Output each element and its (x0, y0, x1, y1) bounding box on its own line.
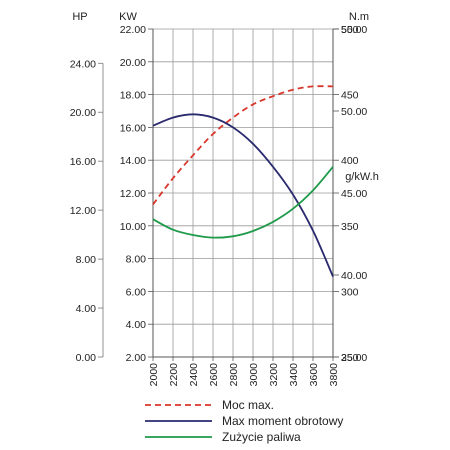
kw-tick-label: 8.00 (126, 254, 147, 266)
torque-tick-label: 40.00 (341, 270, 367, 282)
kw-tick-label: 22.00 (120, 24, 146, 36)
kw-tick-label: 2.00 (126, 352, 147, 364)
legend-item-torque: Max moment obrotowy (145, 414, 343, 428)
kw-tick-label: 12.00 (120, 188, 146, 200)
grid (152, 28, 334, 358)
fuel-tick-label: 350 (341, 221, 359, 233)
hp-tick-label: 0.00 (76, 352, 97, 364)
kw-tick-label: 10.00 (120, 221, 146, 233)
x-tick-label: 3600 (308, 363, 320, 387)
legend-torque-label: Max moment obrotowy (222, 414, 343, 428)
series-line-power (152, 85, 334, 206)
fuel-tick-label: 500 (341, 24, 359, 36)
axes: 24.00 20.00 16.00 12.00 8.00 4.00 0.00 22.00 20.… (70, 24, 368, 386)
torque-tick-label: 50.00 (341, 106, 367, 118)
x-tick-label: 2400 (188, 363, 200, 387)
x-tick-label: 3000 (248, 363, 260, 387)
fuel-tick-label: 400 (341, 155, 359, 167)
torque-tick-label: 45.00 (341, 188, 367, 200)
kw-tick-label: 6.00 (126, 286, 147, 298)
kw-tick-label: 18.00 (120, 90, 146, 102)
legend-item-power: Moc max. (145, 398, 274, 412)
series-line-torque (152, 113, 334, 277)
hp-tick-label: 24.00 (70, 58, 96, 70)
x-tick-label: 3800 (328, 363, 340, 387)
fuel-tick-label: 300 (341, 286, 359, 298)
hp-tick-label: 16.00 (70, 156, 96, 168)
fuel-axis-label: g/kW.h (345, 171, 379, 183)
hp-tick-label: 8.00 (76, 254, 97, 266)
legend-power-label: Moc max. (222, 398, 274, 412)
hp-tick-label: 20.00 (70, 107, 96, 119)
series-line-fuel (152, 166, 334, 239)
kw-axis-label: KW (119, 11, 137, 23)
x-tick-label: 2200 (168, 363, 180, 387)
legend-item-fuel: Zużycie paliwa (145, 430, 301, 444)
torque-tick-label: 35.00 (341, 352, 367, 364)
kw-tick-label: 14.00 (120, 155, 146, 167)
torque-tick-label: 55.00 (341, 24, 367, 36)
x-tick-label: 2000 (148, 363, 160, 387)
fuel-tick-label: 450 (341, 90, 359, 102)
x-tick-label: 2600 (208, 363, 220, 387)
x-tick-label: 3200 (268, 363, 280, 387)
legend: Moc max. Max moment obrotowy Zużycie pal… (145, 398, 343, 444)
torque-axis-label: N.m (349, 11, 369, 23)
kw-tick-label: 20.00 (120, 57, 146, 69)
kw-tick-label: 16.00 (120, 122, 146, 134)
series (152, 85, 334, 277)
hp-tick-label: 4.00 (76, 303, 97, 315)
fuel-tick-label: 250 (341, 352, 359, 364)
hp-tick-label: 12.00 (70, 205, 96, 217)
x-tick-label: 3400 (288, 363, 300, 387)
hp-axis-label: HP (72, 11, 87, 23)
x-tick-label: 2800 (228, 363, 240, 387)
kw-tick-label: 4.00 (126, 319, 147, 331)
legend-fuel-label: Zużycie paliwa (222, 430, 301, 444)
